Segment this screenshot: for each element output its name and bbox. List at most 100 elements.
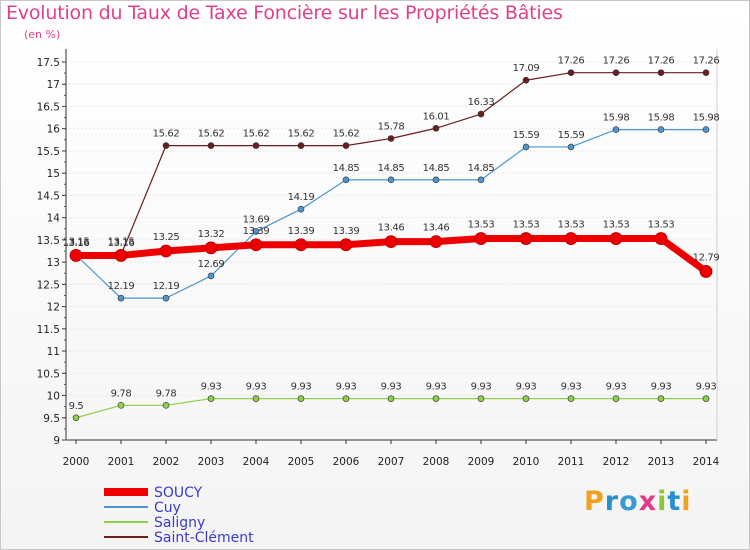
data-point: [117, 402, 125, 409]
data-label: 9.93: [336, 382, 357, 393]
x-tick-label: 2009: [468, 456, 495, 468]
x-tick-label: 2004: [243, 456, 270, 468]
data-point: [657, 395, 665, 402]
data-label: 14.85: [423, 163, 450, 174]
x-tick-label: 2007: [378, 456, 405, 468]
data-label: 9.93: [381, 382, 402, 393]
data-point: [114, 249, 128, 262]
data-point: [297, 395, 305, 402]
data-label: 9.93: [201, 382, 222, 393]
data-label: 15.98: [648, 113, 675, 124]
data-label: 9.78: [111, 388, 132, 399]
data-point: [477, 176, 485, 184]
data-point: [342, 176, 350, 184]
data-point: [162, 294, 170, 302]
data-point: [159, 244, 173, 258]
data-point: [567, 143, 575, 151]
y-tick-label: 15: [47, 168, 60, 180]
x-tick-label: 2005: [288, 456, 315, 468]
y-tick-label: 12.5: [37, 279, 60, 291]
data-label: 9.93: [246, 382, 267, 393]
data-label: 13.15: [63, 236, 90, 247]
data-label: 12.69: [198, 259, 225, 270]
data-label: 15.98: [693, 113, 720, 124]
data-label: 17.26: [693, 56, 720, 67]
data-label: 13.32: [198, 229, 225, 240]
data-point: [339, 238, 353, 252]
y-tick-label: 17: [47, 79, 60, 91]
chart-title: Evolution du Taux de Taxe Foncière sur l…: [6, 2, 563, 24]
data-label: 13.25: [153, 232, 180, 243]
data-point: [702, 69, 710, 76]
y-tick-label: 9: [53, 435, 60, 447]
data-label: 13.39: [288, 226, 315, 237]
data-point: [162, 402, 170, 409]
data-point: [702, 395, 710, 402]
y-axis-unit-label: (en %): [24, 28, 61, 41]
data-point: [429, 235, 443, 249]
y-tick-label: 10: [47, 391, 60, 403]
data-point: [207, 142, 215, 149]
legend-label: Saligny: [154, 515, 205, 531]
data-point: [207, 272, 215, 280]
data-point: [387, 176, 395, 184]
data-label: 15.62: [243, 129, 270, 140]
data-point: [702, 126, 710, 133]
data-point: [252, 395, 260, 402]
data-label: 13.69: [243, 214, 270, 225]
data-label: 13.16: [108, 238, 135, 249]
data-label: 9.93: [291, 382, 312, 393]
y-tick-label: 16: [47, 124, 61, 136]
data-point: [204, 241, 218, 255]
data-label: 14.85: [468, 163, 495, 174]
data-point: [432, 124, 440, 132]
data-point: [612, 126, 620, 133]
y-tick-label: 13: [47, 257, 60, 269]
data-label: 15.59: [558, 130, 585, 141]
legend-label: SOUCY: [154, 485, 203, 501]
data-label: 15.59: [513, 130, 540, 141]
data-point: [342, 142, 350, 149]
data-point: [387, 135, 395, 142]
y-tick-label: 16.5: [37, 101, 60, 113]
data-point: [477, 395, 485, 402]
data-label: 9.78: [156, 388, 177, 399]
data-label: 17.26: [558, 56, 585, 67]
x-tick-label: 2001: [108, 456, 135, 468]
data-point: [432, 395, 440, 402]
data-point: [69, 249, 83, 262]
data-point: [297, 205, 305, 213]
data-label: 13.53: [468, 220, 495, 231]
data-label: 9.93: [471, 382, 492, 393]
data-label: 14.85: [378, 163, 405, 174]
y-tick-label: 14.5: [37, 190, 60, 202]
y-tick-label: 15.5: [37, 146, 60, 158]
data-label: 13.53: [603, 220, 630, 231]
data-label: 13.15: [108, 236, 135, 247]
legend-label: Saint-Clément: [154, 530, 254, 546]
data-label: 9.93: [426, 382, 447, 393]
x-tick-label: 2008: [423, 456, 450, 468]
data-label: 17.26: [648, 56, 675, 67]
data-point: [207, 395, 215, 402]
data-point: [432, 176, 440, 184]
data-label: 9.93: [561, 382, 582, 393]
data-point: [162, 142, 170, 149]
data-label: 13.53: [648, 220, 675, 231]
data-point: [612, 395, 620, 402]
y-tick-label: 14: [47, 213, 61, 225]
data-label: 15.98: [603, 113, 630, 124]
data-point: [609, 232, 623, 245]
data-label: 13.16: [63, 238, 90, 249]
data-point: [117, 294, 125, 302]
data-label: 13.39: [333, 226, 360, 237]
x-tick-label: 2013: [648, 456, 675, 468]
data-point: [252, 142, 260, 149]
data-point: [519, 232, 533, 245]
data-point: [297, 142, 305, 149]
data-label: 15.62: [198, 129, 225, 140]
y-tick-label: 11: [47, 346, 60, 358]
data-label: 16.33: [468, 97, 495, 108]
data-point: [699, 265, 713, 278]
